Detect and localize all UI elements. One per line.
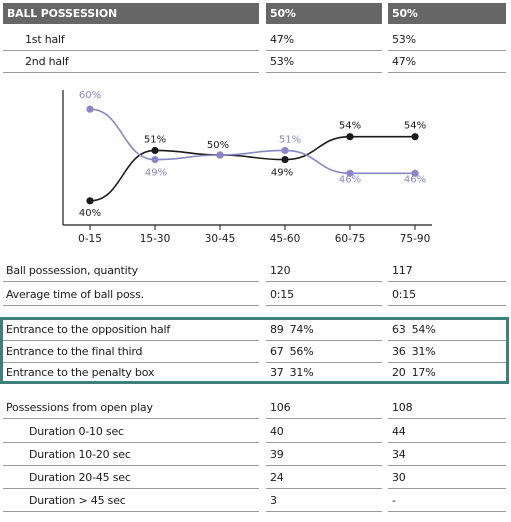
entrance-label: Entrance to the opposition half	[3, 319, 259, 341]
open-play-team2: 108	[388, 396, 506, 419]
series-1-data-label: 54%	[404, 121, 426, 132]
entrance-team2: 20 17%	[392, 366, 436, 379]
header-title: BALL POSSESSION	[3, 3, 259, 24]
stat-label: Average time of ball poss.	[3, 283, 259, 306]
duration-team2: -	[388, 489, 506, 512]
header-row: BALL POSSESSION 50% 50%	[0, 3, 511, 24]
series-2-data-label: 60%	[79, 90, 101, 101]
entrance-team1: 37 31%	[270, 366, 314, 379]
duration-row: Duration 10-20 sec 39 34	[0, 443, 511, 466]
duration-row: Duration 20-45 sec 24 30	[0, 466, 511, 489]
half-team2: 53%	[388, 29, 506, 51]
stat-row-quantity: Ball possession, quantity 120 117	[0, 259, 511, 282]
duration-team2: 34	[388, 443, 506, 466]
possession-line-chart: 0-15 15-30 30-45 45-60 60-75 75-90 40% 51% 50% 4…	[62, 90, 432, 245]
entrance-row-opposition-half: Entrance to the opposition half 89 74% 63…	[0, 319, 511, 341]
series-2-data-label: 51%	[279, 134, 301, 145]
duration-team1: 3	[266, 489, 382, 512]
series-2-point	[86, 105, 94, 113]
duration-label: Duration 0-10 sec	[3, 420, 259, 443]
series-1-point	[151, 146, 159, 155]
half-label: 2nd half	[3, 51, 259, 73]
series-1-point	[86, 197, 94, 205]
series-2-point	[216, 151, 224, 159]
duration-team1: 24	[266, 466, 382, 489]
stat-label: Ball possession, quantity	[3, 259, 259, 282]
stat-team1: 120	[266, 259, 382, 282]
duration-team1: 39	[266, 443, 382, 466]
stat-row-avg-time: Average time of ball poss. 0:15 0:15	[0, 283, 511, 306]
series-1-point	[281, 155, 289, 164]
header-team2: 50%	[388, 3, 506, 24]
x-tick-label: 0-15	[78, 233, 102, 245]
series-2-data-label: 46%	[339, 174, 361, 185]
x-tick-label: 45-60	[270, 233, 301, 245]
series-line-1	[89, 135, 415, 202]
series-1-data-label: 50%	[207, 140, 229, 151]
entrance-team2: 36 31%	[388, 341, 506, 363]
entrance-row-final-third: Entrance to the final third 67 56% 36 31%	[0, 341, 511, 363]
duration-label: Duration 10-20 sec	[3, 443, 259, 466]
entrance-team1: 67 56%	[266, 341, 382, 363]
series-1-data-label: 51%	[144, 134, 166, 145]
series-line-2	[89, 108, 415, 175]
half-row-2: 2nd half 53% 47%	[0, 51, 511, 73]
stat-team1: 0:15	[266, 283, 382, 306]
series-2-data-label: 46%	[404, 174, 426, 185]
series-1-data-label: 54%	[339, 121, 361, 132]
series-1-point	[411, 133, 419, 141]
duration-team1: 40	[266, 420, 382, 443]
duration-row: Duration 0-10 sec 40 44	[0, 420, 511, 443]
series-2-point	[411, 169, 419, 177]
entrance-row-penalty-box: Entrance to the penalty box 37 31% 20 17%	[0, 363, 511, 382]
series-1-point	[346, 133, 354, 141]
half-row-1: 1st half 47% 53%	[0, 29, 511, 51]
series-2-point	[151, 155, 159, 164]
half-team2: 47%	[388, 51, 506, 73]
series-2-data-label: 49%	[145, 168, 167, 179]
entrance-label: Entrance to the penalty box	[6, 366, 155, 379]
x-tick-label: 30-45	[205, 233, 236, 245]
entrances-highlight-box	[0, 317, 509, 384]
x-tick-label: 75-90	[400, 233, 431, 245]
duration-label: Duration 20-45 sec	[3, 466, 259, 489]
open-play-label: Possessions from open play	[3, 396, 259, 419]
duration-row: Duration > 45 sec 3 -	[0, 489, 511, 512]
duration-team2: 30	[388, 466, 506, 489]
x-tick-label: 60-75	[335, 233, 366, 245]
entrance-label: Entrance to the final third	[3, 341, 259, 363]
duration-team2: 44	[388, 420, 506, 443]
entrance-team2: 63 54%	[388, 319, 506, 341]
header-team1: 50%	[266, 3, 382, 24]
x-tick-label: 15-30	[140, 233, 171, 245]
series-2-point	[346, 169, 354, 177]
series-2-point	[281, 146, 289, 155]
duration-label: Duration > 45 sec	[3, 489, 259, 512]
stat-team2: 0:15	[388, 283, 506, 306]
series-1-data-label: 40%	[79, 208, 101, 219]
half-team1: 47%	[266, 29, 382, 51]
open-play-row: Possessions from open play 106 108	[0, 396, 511, 419]
half-team1: 53%	[266, 51, 382, 73]
entrance-team1: 89 74%	[266, 319, 382, 341]
open-play-team1: 106	[266, 396, 382, 419]
half-label: 1st half	[3, 29, 259, 51]
series-1-data-label: 49%	[271, 168, 293, 179]
stat-team2: 117	[388, 259, 506, 282]
